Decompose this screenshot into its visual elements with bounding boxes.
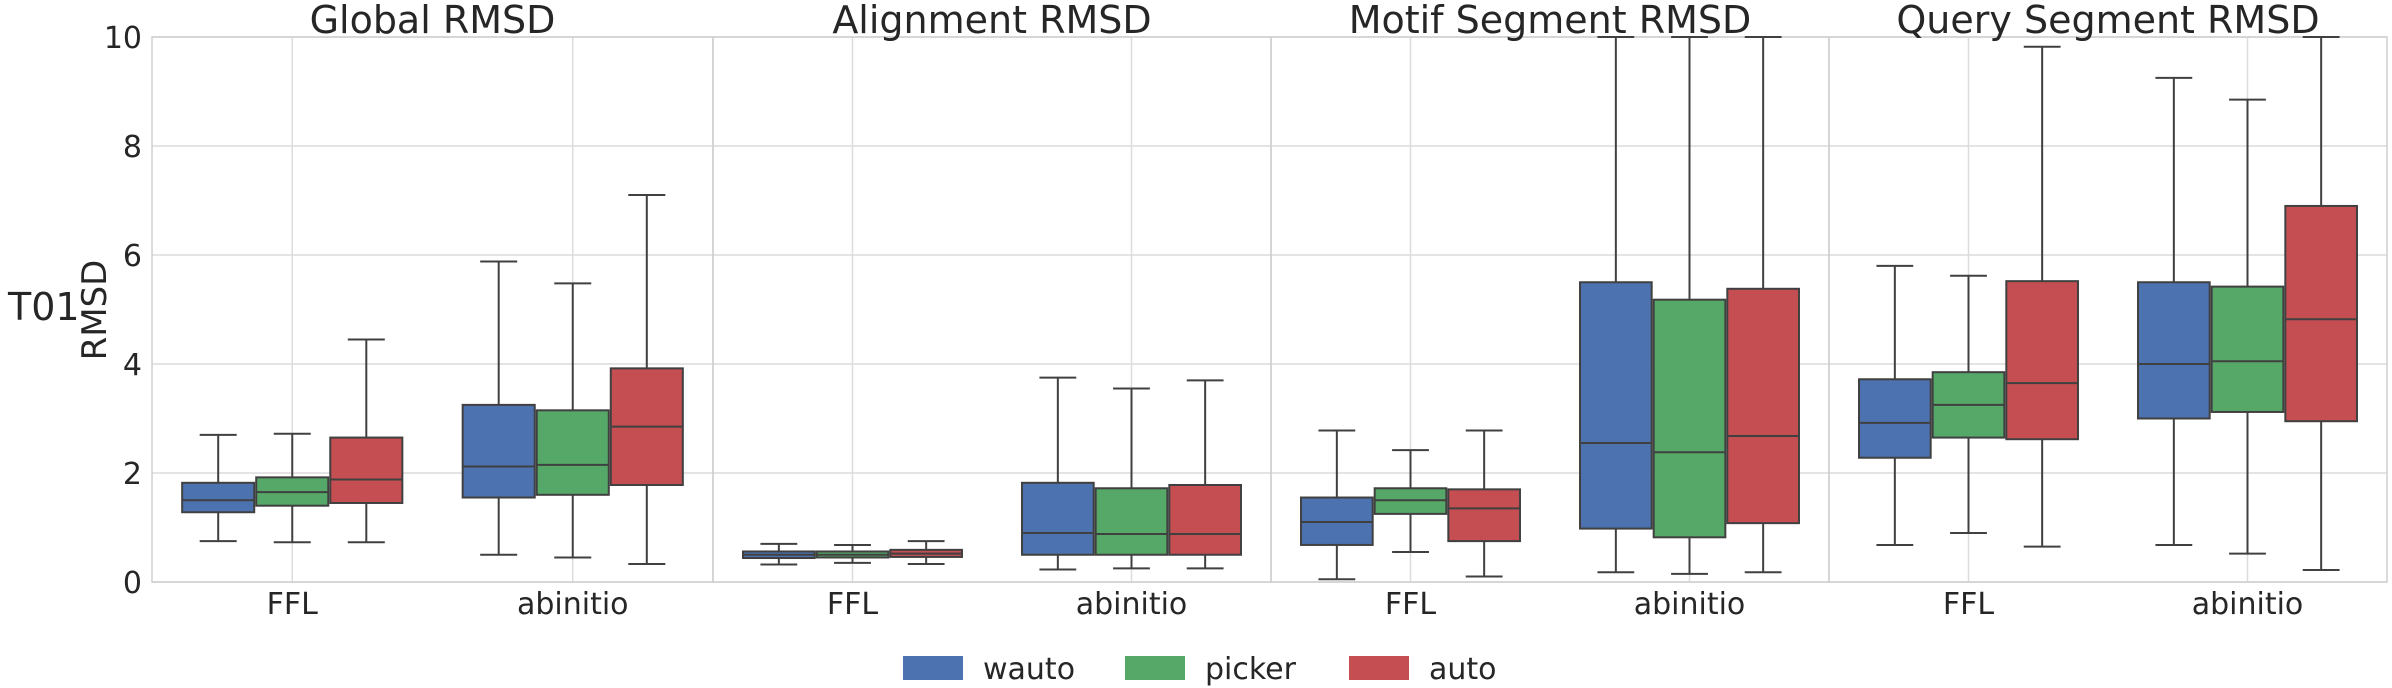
panel-frame — [1828, 36, 2388, 583]
box-wauto — [1021, 376, 1095, 571]
y-tick-label: 10 — [104, 21, 142, 56]
box-wauto — [1579, 36, 1653, 574]
legend-label-wauto: wauto — [983, 652, 1075, 687]
box-iqr — [329, 436, 404, 504]
box-iqr — [1447, 488, 1521, 543]
y-axis-label: RMSD — [75, 260, 115, 361]
box-iqr — [181, 481, 256, 514]
legend: wauto picker auto — [903, 652, 1497, 687]
panel-title: Global RMSD — [310, 0, 556, 42]
row-label: T01 — [7, 285, 80, 329]
box-iqr — [1579, 281, 1653, 530]
x-tick-label: abinitio — [2192, 587, 2304, 622]
legend-label-auto: auto — [1429, 652, 1497, 687]
box-wauto — [2137, 76, 2211, 546]
box-picker — [815, 543, 890, 564]
legend-label-picker: picker — [1205, 652, 1297, 687]
box-iqr — [1094, 487, 1169, 556]
box-auto — [1168, 379, 1242, 570]
box-auto — [1447, 429, 1521, 578]
box-iqr — [1652, 298, 1727, 539]
box-iqr — [535, 409, 610, 496]
y-tick-label: 8 — [123, 130, 142, 165]
box-picker — [255, 432, 330, 544]
x-tick-label: abinitio — [1634, 587, 1746, 622]
x-tick-label: abinitio — [1076, 587, 1188, 622]
box-iqr — [2137, 281, 2211, 420]
panel-title: Motif Segment RMSD — [1349, 0, 1752, 42]
box-iqr — [2284, 204, 2358, 423]
box-iqr — [1168, 483, 1242, 556]
x-tick-label: FFL — [1385, 587, 1437, 622]
box-wauto — [742, 542, 816, 566]
box-auto — [609, 194, 684, 566]
x-tick-label: FFL — [267, 587, 319, 622]
box-auto — [329, 338, 404, 544]
box-picker — [1094, 387, 1169, 570]
box-iqr — [461, 403, 536, 499]
box-wauto — [181, 433, 256, 543]
legend-swatch-wauto — [903, 656, 963, 680]
x-tick-label: FFL — [827, 587, 879, 622]
box-auto — [2284, 36, 2358, 572]
x-tick-label: abinitio — [517, 587, 629, 622]
box-iqr — [1858, 378, 1932, 459]
panel-1: Alignment RMSD FFL abinitio — [712, 0, 1272, 622]
box-picker — [1373, 449, 1448, 554]
y-tick-label: 4 — [123, 348, 142, 383]
box-iqr — [2210, 285, 2285, 413]
box-iqr — [1726, 287, 1800, 525]
box-auto — [2005, 45, 2079, 548]
y-tick-label: 6 — [123, 239, 142, 274]
panel-2: Motif Segment RMSD FFL abinitio — [1270, 0, 1830, 622]
box-picker — [1931, 274, 2006, 534]
box-picker — [535, 282, 610, 559]
legend-swatch-auto — [1349, 656, 1409, 680]
panel-3: Query Segment RMSD FFL abinitio — [1828, 0, 2388, 622]
box-auto — [889, 540, 963, 566]
y-tick-label: 2 — [123, 457, 142, 492]
box-picker — [2210, 98, 2285, 555]
y-tick-label: 0 — [123, 566, 142, 601]
panel-title: Query Segment RMSD — [1896, 0, 2319, 42]
box-wauto — [1858, 264, 1932, 546]
box-iqr — [1021, 481, 1095, 556]
box-iqr — [2005, 280, 2079, 441]
panel-0: Global RMSD 0 2 4 6 8 10 FFL abinitio — [104, 0, 714, 622]
box-picker — [1652, 36, 1727, 575]
box-wauto — [1300, 429, 1374, 581]
x-tick-label: FFL — [1943, 587, 1995, 622]
legend-swatch-picker — [1125, 656, 1185, 680]
box-auto — [1726, 36, 1800, 574]
box-wauto — [461, 260, 536, 556]
panel-title: Alignment RMSD — [832, 0, 1151, 42]
